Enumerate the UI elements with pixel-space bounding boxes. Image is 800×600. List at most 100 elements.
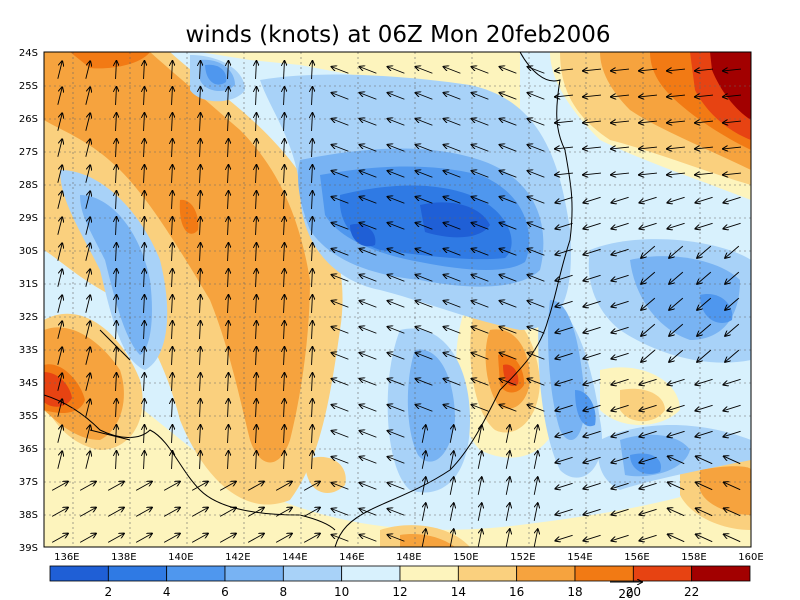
lon-tick-label: 160E xyxy=(738,552,763,563)
wind-arrow xyxy=(256,269,257,288)
colorbar-label: 14 xyxy=(451,585,466,599)
wind-arrow xyxy=(611,404,629,410)
wind-arrow xyxy=(85,321,90,339)
wind-arrow xyxy=(416,353,433,360)
wind-arrow xyxy=(695,378,713,384)
wind-arrow xyxy=(284,347,285,366)
lat-tick-label: 24S xyxy=(19,48,38,59)
wind-arrow xyxy=(388,249,405,256)
wind-arrow xyxy=(135,482,152,491)
wind-arrow xyxy=(284,243,285,262)
wind-arrow xyxy=(360,119,377,126)
wind-arrow xyxy=(256,243,257,262)
wind-arrow xyxy=(388,509,405,516)
colorbar-swatch xyxy=(574,565,634,582)
wind-arrow xyxy=(200,295,201,314)
wind-arrow xyxy=(444,67,461,74)
lon-tick-label: 144E xyxy=(282,552,307,563)
colorbar-label: 8 xyxy=(280,585,288,599)
wind-arrow xyxy=(85,243,90,261)
wind-arrow xyxy=(416,249,433,256)
wind-arrow xyxy=(144,425,145,444)
wind-arrow xyxy=(116,61,117,80)
wind-arrow xyxy=(583,326,601,332)
wind-arrow xyxy=(303,482,320,491)
colorbar: 2 4 6 8 10 12 14 16 18 20 22 xyxy=(49,565,751,599)
wind-arrow xyxy=(57,61,62,79)
wind-arrow xyxy=(667,69,686,71)
wind-arrow xyxy=(500,223,517,230)
wind-arrow xyxy=(416,379,433,386)
wind-arrow xyxy=(388,119,405,126)
wind-arrow xyxy=(144,347,145,366)
wind-arrow xyxy=(416,275,433,282)
lat-tick-label: 38S xyxy=(19,510,38,521)
wind-arrow xyxy=(312,347,313,366)
wind-arrow xyxy=(611,222,629,228)
wind-arrow xyxy=(312,61,313,80)
wind-arrow xyxy=(421,529,426,547)
wind-arrow xyxy=(639,508,657,514)
wind-arrow xyxy=(200,399,201,418)
colorbar-swatch xyxy=(516,565,576,582)
wind-arrow xyxy=(500,171,517,178)
wind-arrow xyxy=(57,217,62,235)
lat-tick-label: 26S xyxy=(19,114,38,125)
wind-arrow xyxy=(360,145,377,152)
wind-arrow xyxy=(611,430,629,436)
wind-arrow xyxy=(200,61,201,80)
wind-arrow xyxy=(116,243,117,262)
colorbar-label: 18 xyxy=(567,585,582,599)
wind-arrow xyxy=(85,373,90,391)
wind-arrow xyxy=(555,326,573,332)
wind-arrow xyxy=(135,508,152,517)
wind-arrow xyxy=(360,509,377,516)
wind-arrow xyxy=(107,534,124,543)
wind-arrow xyxy=(444,249,461,256)
wind-arrow xyxy=(555,173,574,175)
wind-arrow xyxy=(500,379,517,386)
wind-arrow xyxy=(388,67,405,74)
wind-arrow xyxy=(256,87,257,106)
wind-arrow xyxy=(611,456,629,462)
colorbar-swatch xyxy=(399,565,459,582)
wind-arrow xyxy=(669,323,684,336)
lon-tick-label: 136E xyxy=(54,552,79,563)
wind-arrow xyxy=(611,352,629,358)
wind-arrow xyxy=(500,119,517,126)
wind-arrow xyxy=(332,379,349,386)
wind-arrow xyxy=(79,482,96,491)
wind-arrow xyxy=(555,430,573,436)
wind-arrow xyxy=(256,165,257,184)
wind-arrow xyxy=(583,69,602,71)
wind-arrow xyxy=(472,301,489,308)
wind-arrow xyxy=(228,321,229,340)
wind-arrow xyxy=(472,379,489,386)
wind-arrow xyxy=(332,327,349,334)
wind-arrow xyxy=(172,217,173,236)
wind-arrow xyxy=(583,482,601,488)
wind-arrow xyxy=(696,508,713,517)
wind-arrow xyxy=(555,222,573,228)
wind-arrow xyxy=(583,404,601,410)
wind-arrow xyxy=(163,508,180,517)
wind-arrow xyxy=(388,483,405,490)
wind-arrow xyxy=(555,378,573,384)
wind-arrow xyxy=(228,87,229,106)
wind-arrow xyxy=(388,301,405,308)
wind-arrow xyxy=(639,69,658,71)
wind-arrow xyxy=(57,191,62,209)
wind-arrow xyxy=(696,456,713,465)
wind-arrow xyxy=(85,217,90,235)
wind-arrow xyxy=(228,347,229,366)
wind-arrow xyxy=(528,327,545,334)
wind-arrow xyxy=(116,139,117,158)
wind-arrow xyxy=(639,121,658,123)
wind-arrow xyxy=(85,61,90,79)
wind-arrow xyxy=(256,191,257,210)
wind-arrow xyxy=(135,534,152,543)
wind-arrow xyxy=(144,139,145,158)
wind-arrow xyxy=(583,173,602,175)
wind-arrow xyxy=(669,297,684,310)
